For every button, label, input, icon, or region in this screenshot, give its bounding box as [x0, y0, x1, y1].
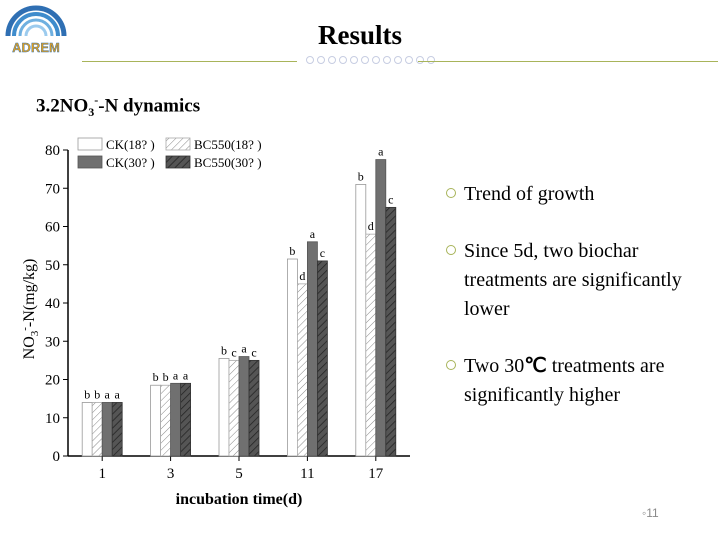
legend-label: CK(18? ) — [106, 137, 155, 152]
y-tick-label: 70 — [45, 181, 60, 197]
significance-letter: d — [368, 219, 374, 233]
y-tick-label: 0 — [53, 449, 61, 465]
finding-biochar-lower: Since 5d, two biochar treatments are sig… — [446, 237, 716, 324]
significance-letter: b — [153, 370, 159, 384]
significance-letter: b — [94, 387, 100, 401]
header-divider-right — [418, 61, 718, 62]
bar — [365, 233, 377, 457]
bullet-circle-icon — [446, 188, 456, 198]
bar — [385, 206, 397, 457]
bar — [238, 356, 250, 457]
significance-letter: b — [163, 370, 169, 384]
bar — [228, 359, 240, 457]
significance-letter: c — [388, 192, 393, 206]
x-tick-label: 3 — [167, 466, 175, 482]
legend-swatch — [165, 155, 191, 169]
x-axis-label: incubation time(d) — [176, 491, 303, 508]
legend-swatch — [77, 155, 103, 169]
page-number: ◦11 — [642, 506, 659, 520]
legend-swatch — [77, 137, 103, 151]
y-tick-label: 30 — [45, 334, 60, 350]
page-title: Results — [317, 20, 402, 50]
significance-letter: c — [231, 345, 236, 359]
finding-30c-higher: Two 30℃ treatments are significantly hig… — [446, 352, 716, 410]
significance-letter: b — [358, 169, 364, 183]
significance-letter: b — [84, 387, 90, 401]
x-tick-label: 17 — [368, 466, 384, 482]
y-tick-label: 20 — [45, 373, 60, 389]
section-heading: 3.2NO3--N dynamics — [36, 93, 201, 120]
x-tick-label: 11 — [300, 466, 314, 482]
bar — [101, 402, 113, 457]
legend-label: BC550(18? ) — [194, 137, 262, 152]
bar — [81, 402, 93, 457]
bar — [160, 384, 172, 457]
bar — [306, 241, 318, 457]
nitrate-bar-chart: 0 10 20 30 40 50 60 70 80 NO3--N(mg/kg) incubation… — [19, 137, 410, 508]
significance-letter: a — [241, 342, 247, 356]
bar — [248, 359, 260, 457]
x-tick-label: 5 — [235, 466, 243, 482]
header-dots — [306, 56, 435, 64]
significance-letter: b — [221, 343, 227, 357]
logo-text: ADREM — [12, 40, 60, 55]
bar — [170, 382, 182, 457]
bar — [180, 382, 192, 457]
y-tick-label: 50 — [45, 258, 60, 274]
significance-letter: d — [299, 269, 305, 283]
bar — [150, 384, 162, 457]
bar — [296, 283, 308, 457]
significance-letter: a — [173, 368, 179, 382]
legend-label: BC550(30? ) — [194, 155, 262, 170]
bar — [111, 402, 123, 457]
bar — [286, 258, 298, 457]
bullet-circle-icon — [446, 360, 456, 370]
legend-swatch — [165, 137, 191, 151]
bar — [91, 402, 103, 457]
bar — [218, 358, 230, 457]
significance-letter: a — [115, 387, 121, 401]
y-axis-label: NO3--N(mg/kg) — [19, 259, 41, 360]
significance-letter: c — [251, 345, 256, 359]
significance-letter: a — [378, 145, 384, 159]
legend-label: CK(30? ) — [106, 155, 155, 170]
y-tick-label: 80 — [45, 143, 60, 159]
y-tick-label: 10 — [45, 411, 60, 427]
significance-letter: a — [310, 227, 316, 241]
bullet-circle-icon — [446, 245, 456, 255]
significance-letter: c — [320, 246, 325, 260]
header-divider-left — [82, 61, 297, 62]
significance-letter: b — [289, 244, 295, 258]
x-tick-label: 1 — [98, 466, 106, 482]
significance-letter: a — [105, 387, 111, 401]
bar — [375, 159, 387, 457]
finding-trend: Trend of growth — [446, 180, 716, 209]
y-tick-label: 40 — [45, 296, 60, 312]
bar — [355, 184, 367, 457]
y-tick-label: 60 — [45, 220, 60, 236]
bar — [316, 260, 328, 457]
findings-list: Trend of growth Since 5d, two biochar tr… — [446, 180, 716, 438]
significance-letter: a — [183, 368, 189, 382]
adrem-logo: ADREM — [5, 5, 67, 55]
